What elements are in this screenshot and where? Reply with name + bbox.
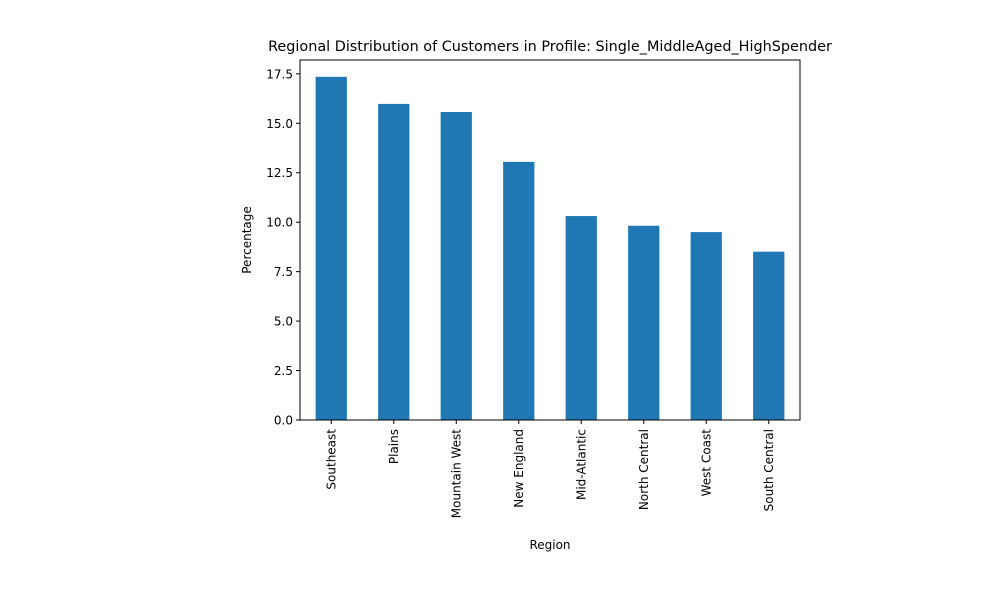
x-tick-label: West Coast	[699, 429, 713, 497]
x-tick-label: Mountain West	[449, 429, 463, 519]
y-axis: 0.0 2.5 5.0 7.5 10.0 12.5 15.0 17.5	[266, 67, 300, 428]
x-axis: Southeast Plains Mountain West New England M…	[324, 420, 776, 518]
x-tick-label: North Central	[637, 429, 651, 510]
bar-new-england	[503, 161, 535, 420]
bar-mountain-west	[440, 112, 472, 421]
bar-south-central	[753, 251, 785, 420]
x-axis-title: Region	[529, 538, 570, 552]
bars-group	[315, 76, 785, 421]
y-tick-label: 7.5	[274, 265, 293, 279]
bar-west-coast	[690, 232, 722, 420]
y-axis-title: Percentage	[240, 206, 254, 274]
y-tick-label: 10.0	[266, 216, 293, 230]
x-tick-label: New England	[512, 429, 526, 508]
y-tick-label: 2.5	[274, 364, 293, 378]
bar-southeast	[315, 76, 347, 420]
x-tick-label: South Central	[762, 429, 776, 511]
bar-north-central	[628, 225, 660, 420]
y-tick-label: 15.0	[266, 117, 293, 131]
x-tick-label: Plains	[387, 429, 401, 464]
bar-mid-atlantic	[565, 216, 597, 420]
plot-frame	[299, 59, 801, 421]
x-tick-label: Southeast	[324, 429, 338, 490]
x-tick-label: Mid-Atlantic	[574, 429, 588, 500]
y-tick-label: 5.0	[274, 315, 293, 329]
y-tick-label: 12.5	[266, 166, 293, 180]
chart-title: Regional Distribution of Customers in Pr…	[268, 39, 832, 55]
bar-plains	[378, 103, 410, 420]
y-tick-label: 0.0	[274, 414, 293, 428]
y-tick-label: 17.5	[266, 67, 293, 81]
